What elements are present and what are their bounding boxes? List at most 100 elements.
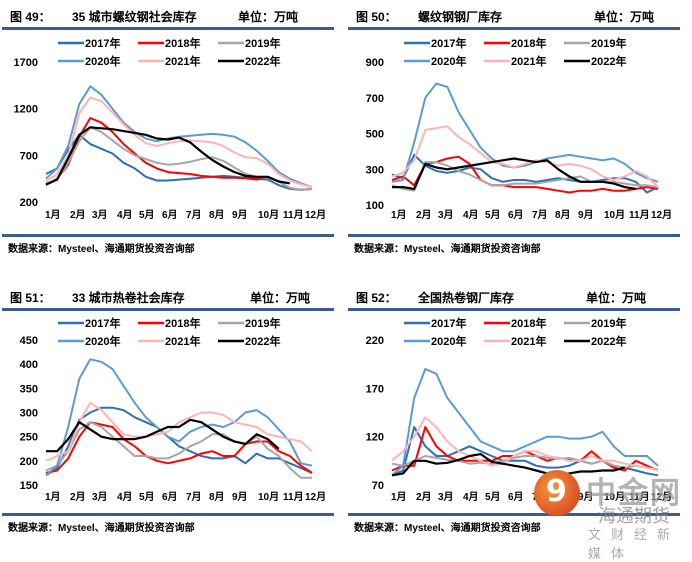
x-tick-label: 8月 [555, 491, 571, 503]
legend-label: 2018年 [511, 36, 546, 50]
chart-title: 图 49： 35 城市螺纹钢社会库存 [10, 10, 197, 24]
top-rule [348, 27, 680, 30]
unit-label: 单位：万吨 [586, 291, 647, 305]
chart-title: 图 50： 螺纹钢钢厂库存 [356, 10, 503, 24]
y-tick-label: 900 [366, 57, 384, 69]
x-tick-label: 9月 [232, 491, 248, 503]
x-tick-label: 9月 [578, 491, 594, 503]
line-chart: 100 300 500 700 900 1月 2月 3月 4月 5月 6月 7月 8月 9月 10月 11月 1… [366, 36, 672, 221]
x-tick-label: 7月 [532, 491, 548, 503]
x-tick-label: 7月 [532, 209, 548, 221]
x-tick-label: 5月 [139, 491, 155, 503]
bottom-rule [2, 234, 334, 237]
x-tick-label: 5月 [139, 209, 155, 221]
series-line-2019 [45, 421, 312, 479]
line-chart: 70 120 170 220 1月 2月 3月 4月 5月 6月 7月 8月 9月 10月 11月 12月 20… [366, 316, 672, 503]
legend-label: 2017年 [431, 316, 466, 330]
y-tick-label: 200 [20, 197, 38, 209]
chart-title: 图 51： 33 城市热卷社会库存 [10, 291, 185, 305]
x-tick-label: 7月 [186, 209, 202, 221]
y-tick-label: 400 [20, 359, 38, 371]
x-tick-label: 3月 [438, 209, 454, 221]
series-line-2019 [391, 455, 659, 471]
x-tick-label: 2月 [416, 209, 432, 221]
series-line-2021 [391, 416, 659, 472]
legend-label: 2021年 [511, 334, 546, 348]
x-tick-label: 12月 [651, 491, 672, 503]
x-tick-label: 4月 [463, 491, 479, 503]
series-line-2017 [45, 133, 313, 191]
x-tick-label: 6月 [508, 209, 524, 221]
x-tick-label: 9月 [578, 209, 594, 221]
x-tick-label: 2月 [70, 209, 86, 221]
y-tick-label: 250 [20, 432, 38, 444]
unit-label: 单位：万吨 [594, 10, 655, 24]
x-tick-label: 10月 [258, 491, 279, 503]
series-line-2018 [45, 421, 313, 474]
x-tick-label: 6月 [162, 491, 178, 503]
legend-label: 2021年 [165, 54, 200, 68]
line-chart: 150 200 250 300 350 400 450 1月 2月 3月 4月 5月 6月 7月 8月 9月 1… [20, 316, 326, 503]
series-line-2022 [45, 126, 290, 186]
x-tick-label: 2月 [416, 491, 432, 503]
x-tick-label: 11月 [629, 209, 650, 221]
y-tick-label: 220 [366, 335, 384, 347]
chart-title: 图 52： 全国热卷钢厂库存 [356, 291, 515, 305]
x-tick-label: 3月 [92, 209, 108, 221]
y-tick-label: 150 [20, 480, 38, 492]
x-tick-label: 11月 [283, 491, 304, 503]
legend-label: 2022年 [591, 334, 626, 348]
legend-label: 2018年 [165, 316, 200, 330]
series-line-2020 [391, 368, 659, 477]
x-tick-label: 9月 [232, 209, 248, 221]
top-rule [2, 27, 334, 30]
legend-label: 2019年 [591, 36, 626, 50]
x-tick-label: 12月 [305, 209, 326, 221]
x-tick-label: 10月 [258, 209, 279, 221]
line-chart: 200 700 1200 1700 1月 2月 3月 4月 5月 6月 7月 8月 9月 10月 11月 12… [14, 36, 327, 221]
source-note: 数据来源：Mysteel、海通期货投资咨询部 [8, 523, 195, 534]
y-tick-label: 1700 [14, 57, 38, 69]
legend-label: 2019年 [591, 316, 626, 330]
chart-panel-52: 图 52： 全国热卷钢厂库存 单位：万吨 70 120 170 220 1月 2月 3月 4月 5… [346, 281, 692, 553]
legend-label: 2019年 [245, 36, 280, 50]
series-line-2022 [392, 157, 636, 190]
unit-label: 单位：万吨 [250, 291, 311, 305]
x-tick-label: 1月 [391, 491, 407, 503]
x-tick-label: 6月 [162, 209, 178, 221]
source-note: 数据来源：Mysteel、海通期货投资咨询部 [354, 244, 541, 255]
x-tick-label: 1月 [391, 209, 407, 221]
series-line-2018 [391, 426, 659, 472]
series-line-2017 [391, 153, 659, 194]
y-tick-label: 450 [20, 335, 38, 347]
source-note: 数据来源：Mysteel、海通期货投资咨询部 [354, 523, 541, 534]
top-rule [348, 308, 680, 311]
source-note: 数据来源：Mysteel、海通期货投资咨询部 [8, 244, 195, 255]
y-tick-label: 120 [366, 432, 384, 444]
legend-label: 2022年 [245, 54, 280, 68]
x-tick-label: 5月 [485, 209, 501, 221]
top-rule [2, 308, 334, 311]
series-line-2021 [391, 125, 659, 188]
series-line-2019 [391, 161, 659, 192]
y-tick-label: 700 [20, 150, 38, 162]
y-tick-label: 170 [366, 383, 384, 395]
chart-panel-51: 图 51： 33 城市热卷社会库存 单位：万吨 150 200 250 300 350 40… [0, 281, 346, 553]
series-line-2021 [45, 401, 313, 462]
x-tick-label: 4月 [117, 209, 133, 221]
x-tick-label: 12月 [651, 209, 672, 221]
x-tick-label: 8月 [209, 209, 225, 221]
legend-label: 2020年 [85, 54, 120, 68]
x-tick-label: 5月 [485, 491, 501, 503]
y-tick-label: 300 [20, 408, 38, 420]
y-tick-label: 200 [20, 456, 38, 468]
x-tick-label: 11月 [629, 491, 650, 503]
chart-panel-49: 图 49： 35 城市螺纹钢社会库存 单位：万吨 200 700 1200 1700 1月… [0, 0, 346, 272]
x-tick-label: 4月 [463, 209, 479, 221]
y-tick-label: 500 [366, 129, 384, 141]
legend-label: 2017年 [431, 36, 466, 50]
series-line-2017 [45, 406, 313, 477]
series-line-2020 [391, 82, 659, 183]
legend-label: 2022年 [591, 54, 626, 68]
x-tick-label: 3月 [92, 491, 108, 503]
